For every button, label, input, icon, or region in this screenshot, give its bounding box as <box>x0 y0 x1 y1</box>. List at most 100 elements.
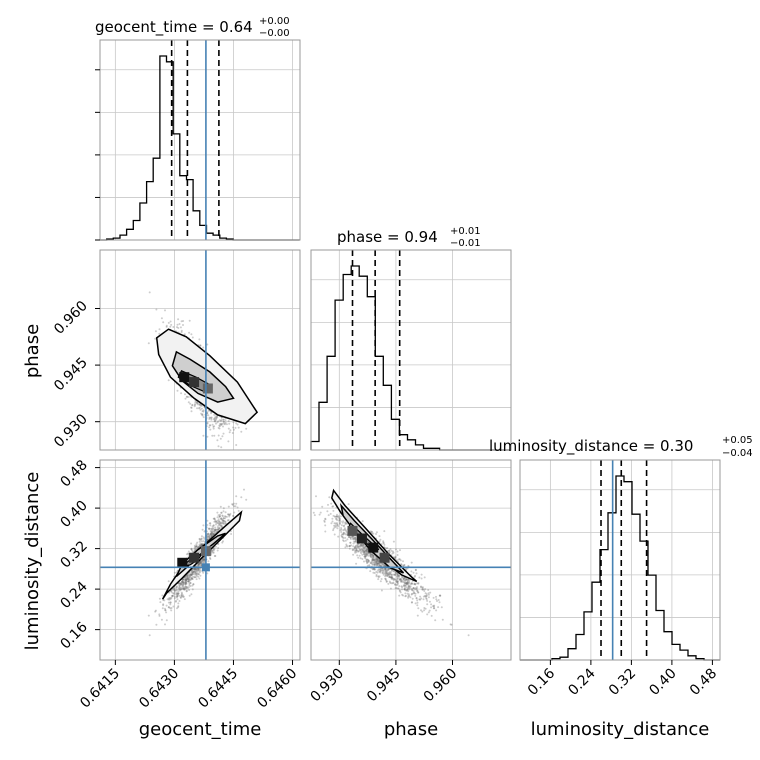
sample-point <box>360 548 363 551</box>
sample-point <box>187 396 190 398</box>
sample-point <box>407 590 410 593</box>
sample-point <box>372 556 375 559</box>
sample-point <box>372 556 375 559</box>
sample-point <box>393 578 396 581</box>
sample-point <box>395 584 398 586</box>
sample-point <box>435 609 438 612</box>
sample-point <box>212 530 215 533</box>
sample-point <box>210 532 212 535</box>
sample-point <box>406 582 409 585</box>
sample-point <box>176 326 178 329</box>
contour-middle <box>171 350 235 403</box>
sample-point <box>173 589 176 592</box>
sample-point <box>356 544 359 546</box>
sample-point <box>196 572 199 575</box>
x-tick-label-luminosity-distance: 0.40 <box>646 666 679 699</box>
sample-point <box>227 519 230 522</box>
sample-point <box>214 529 217 532</box>
sample-point <box>372 567 375 570</box>
sample-point <box>364 555 367 558</box>
sample-point <box>410 593 413 596</box>
sample-point <box>386 570 389 573</box>
sample-point <box>354 546 357 548</box>
sample-point <box>372 532 375 535</box>
sample-point <box>433 607 436 610</box>
sample-point <box>377 560 380 563</box>
sample-point <box>340 531 343 533</box>
sample-point <box>190 573 192 576</box>
sample-point <box>210 527 213 530</box>
sample-point <box>407 584 410 587</box>
sample-point <box>182 588 185 591</box>
sample-point <box>369 555 372 558</box>
sample-point <box>422 598 425 601</box>
sample-point <box>177 588 180 591</box>
sample-point <box>195 545 198 548</box>
sample-point <box>185 581 187 583</box>
sample-point <box>243 452 245 454</box>
sample-point <box>364 556 367 559</box>
sample-point <box>353 541 356 544</box>
sample-point <box>191 573 194 576</box>
sample-point <box>200 412 203 415</box>
sample-point <box>178 583 181 586</box>
sample-point <box>196 563 199 566</box>
sample-point <box>372 571 375 574</box>
sample-point <box>333 524 336 527</box>
sample-point <box>372 558 375 561</box>
sample-point <box>365 558 368 561</box>
sample-point <box>370 556 373 558</box>
sample-point <box>388 549 391 552</box>
sample-point <box>219 524 222 527</box>
x-tick-label-luminosity-distance: 0.32 <box>606 666 639 699</box>
sample-point <box>405 582 408 585</box>
sample-point <box>219 423 221 425</box>
sample-point <box>222 425 224 428</box>
sample-point <box>181 579 184 582</box>
sample-point <box>224 520 227 523</box>
sample-point <box>214 419 217 422</box>
sample-point <box>354 551 357 554</box>
sample-point <box>232 428 235 431</box>
sample-point <box>202 558 205 561</box>
sample-point <box>229 512 232 515</box>
sample-point <box>374 568 377 571</box>
sample-point <box>175 585 178 588</box>
sample-point <box>313 514 316 517</box>
sample-point <box>176 598 179 601</box>
sample-point <box>173 591 176 594</box>
sample-point <box>207 560 210 563</box>
sample-point <box>355 546 358 549</box>
sample-point <box>344 523 347 526</box>
sample-point <box>211 527 214 530</box>
sample-point <box>203 558 206 561</box>
sample-point <box>366 548 369 551</box>
sample-point <box>386 572 389 575</box>
sample-point <box>423 576 426 579</box>
sample-point <box>234 426 237 429</box>
sample-point <box>214 420 217 423</box>
sample-point <box>372 555 375 558</box>
sample-point <box>404 595 407 598</box>
sample-point <box>386 574 389 577</box>
sample-point <box>169 320 172 323</box>
sample-point <box>396 573 399 576</box>
sample-point <box>402 577 405 580</box>
sample-point <box>335 515 338 518</box>
sample-point <box>392 581 395 584</box>
sample-point <box>166 598 169 601</box>
sample-point <box>355 536 358 539</box>
sample-point <box>180 586 183 589</box>
sample-point <box>175 596 178 599</box>
sample-point <box>396 587 399 590</box>
sample-point <box>217 542 220 545</box>
sample-point <box>209 416 212 419</box>
sample-point <box>182 584 185 586</box>
panel-frame <box>519 459 721 661</box>
sample-point <box>176 592 179 595</box>
sample-point <box>215 422 217 425</box>
sample-point <box>213 420 216 422</box>
sample-point <box>207 535 210 538</box>
sample-point <box>206 524 209 526</box>
sample-point <box>342 533 345 536</box>
